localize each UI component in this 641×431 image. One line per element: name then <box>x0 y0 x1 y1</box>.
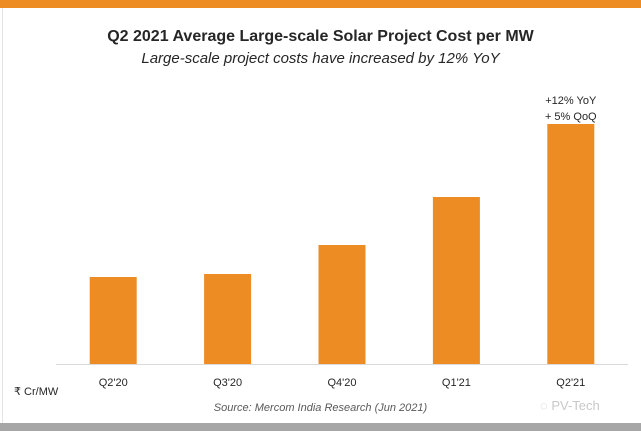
source-note: Source: Mercom India Research (Jun 2021) <box>213 402 428 414</box>
bottom-bar <box>0 423 641 431</box>
chart-title: Q2 2021 Average Large-scale Solar Projec… <box>107 28 534 45</box>
bar-annotation: + 5% QoQ <box>545 111 597 123</box>
x-tick-label: Q1'21 <box>442 377 471 389</box>
bar-Q320 <box>204 274 252 364</box>
x-tick-label: Q3'20 <box>213 377 242 389</box>
top-accent-bar <box>0 0 641 8</box>
bar-Q221 <box>547 124 595 364</box>
y-axis-unit: ₹ Cr/MW <box>14 386 59 398</box>
bar-Q121 <box>432 197 480 364</box>
watermark: ◌ PV-Tech <box>540 398 600 413</box>
chart-subtitle: Large-scale project costs have increased… <box>141 50 500 67</box>
bar-Q220 <box>89 277 137 364</box>
x-tick-label: Q2'20 <box>99 377 128 389</box>
bar-annotation: +12% YoY <box>545 95 597 107</box>
watermark-text: PV-Tech <box>551 398 600 413</box>
bar-Q420 <box>318 245 366 364</box>
left-border <box>2 8 3 423</box>
x-tick-label: Q4'20 <box>327 377 356 389</box>
x-tick-label: Q2'21 <box>556 377 585 389</box>
